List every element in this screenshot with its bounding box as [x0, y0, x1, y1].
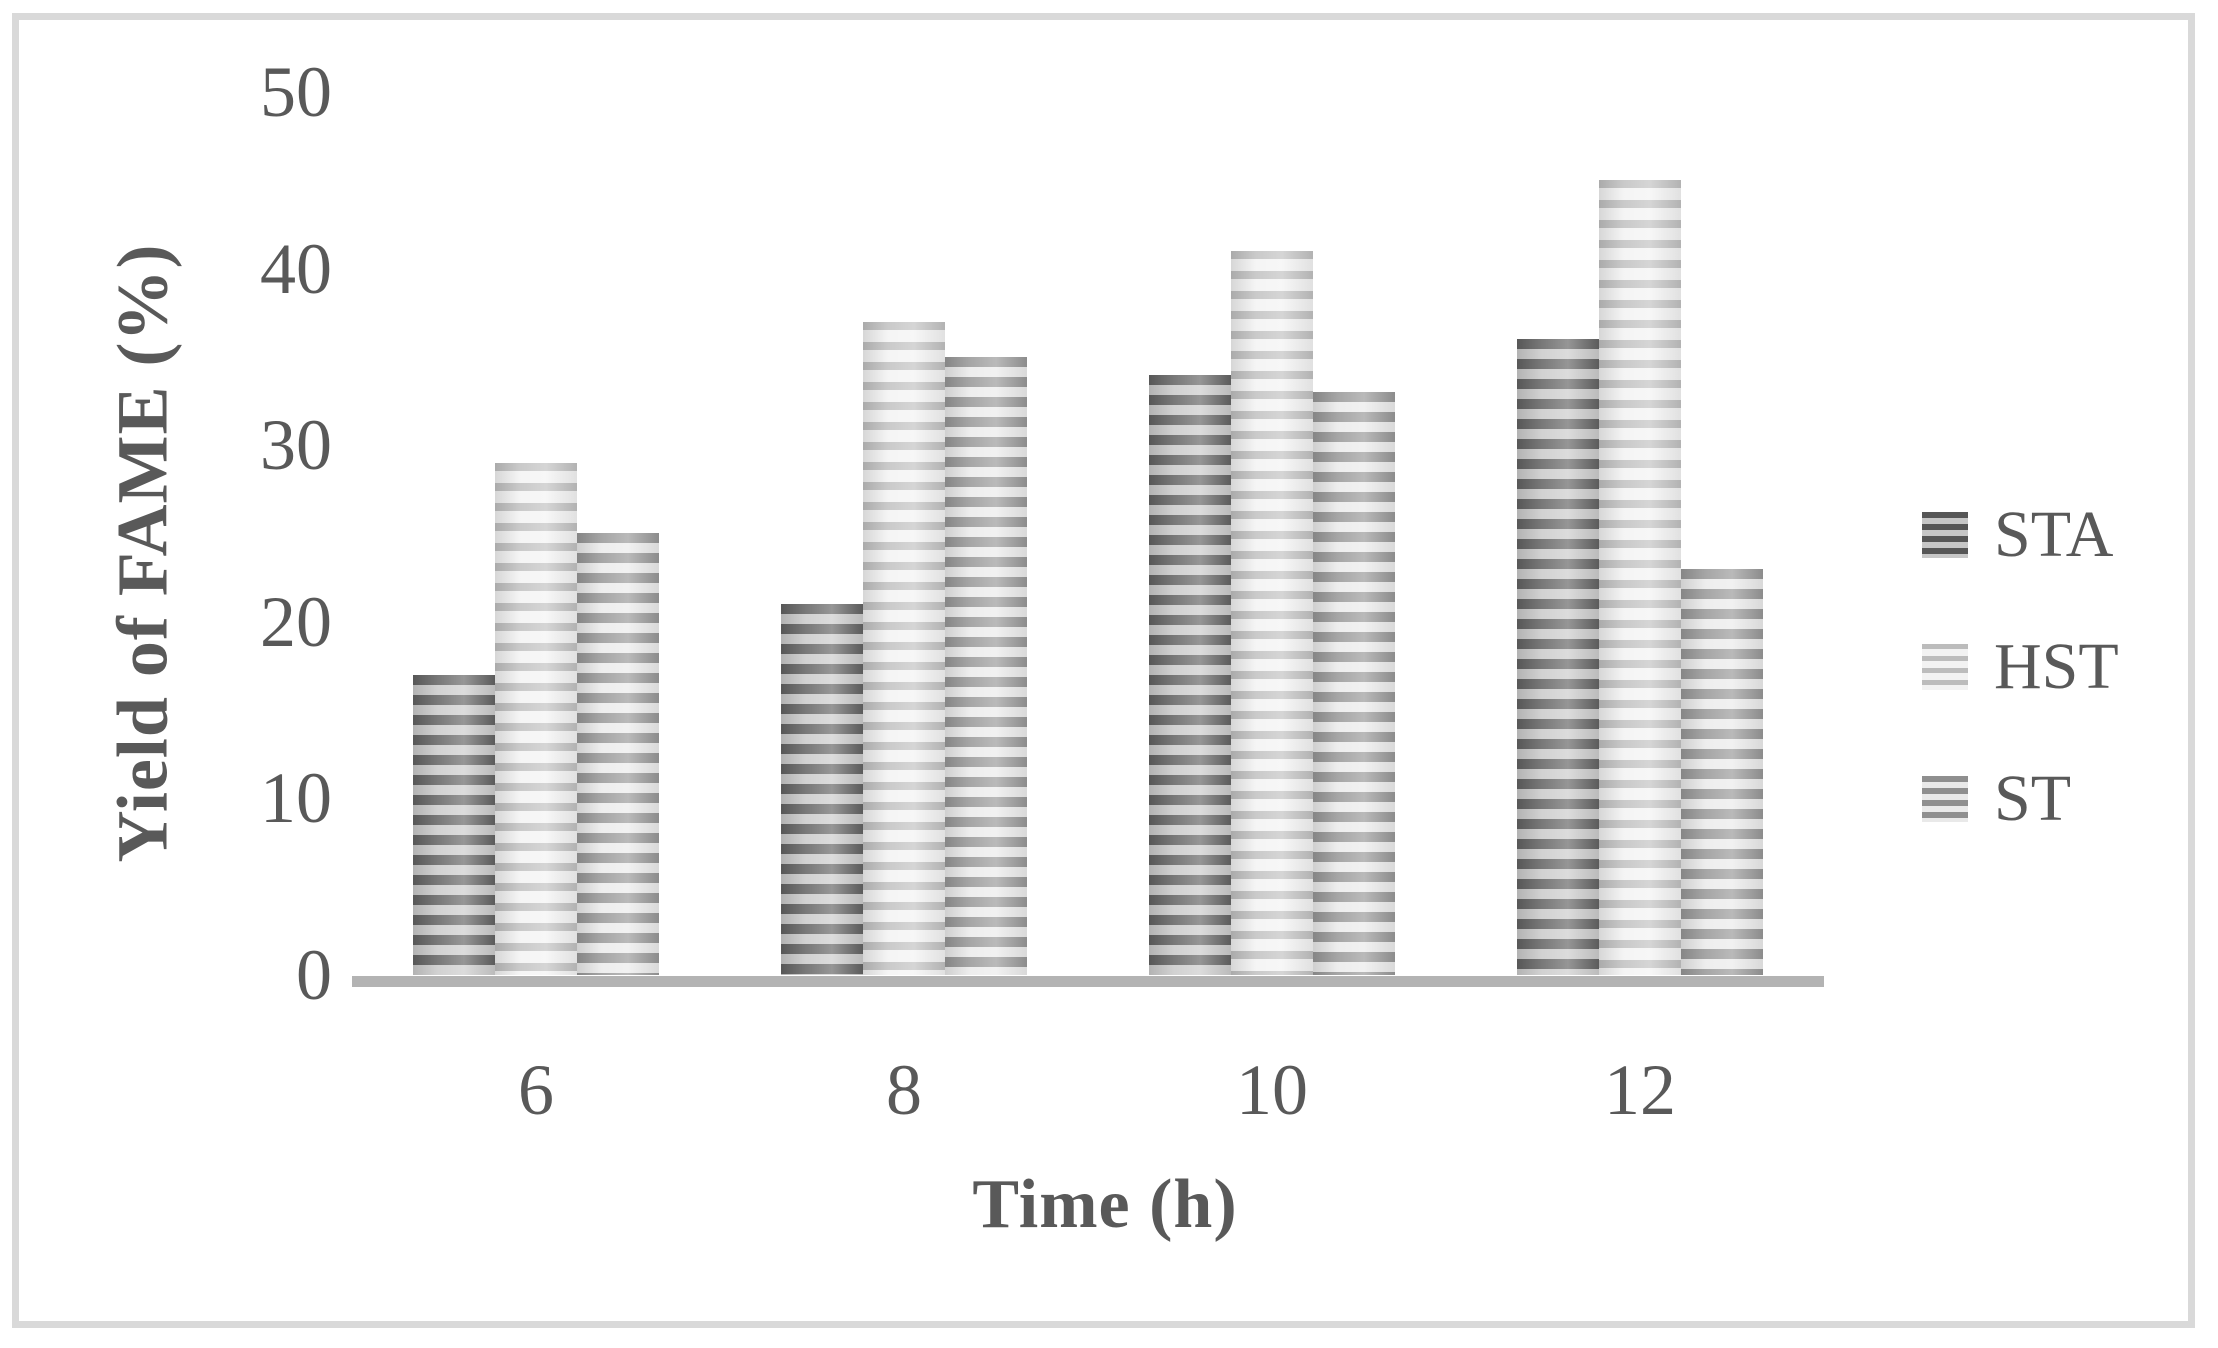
bar-STA-8h — [781, 604, 863, 975]
bar-STA-10h — [1149, 375, 1231, 975]
legend-item-ST: ST — [1922, 766, 2119, 832]
y-tick-40: 40 — [260, 229, 332, 309]
legend-swatch-STA — [1922, 512, 1968, 558]
x-tick-6: 6 — [518, 1050, 554, 1130]
y-tick-20: 20 — [260, 582, 332, 662]
legend-label: HST — [1994, 630, 2119, 703]
x-axis-tick-labels: 6 8 10 12 — [0, 1054, 2218, 1134]
legend-item-HST: HST — [1922, 634, 2119, 700]
y-tick-30: 30 — [260, 405, 332, 485]
y-axis-tick-labels: 0 10 20 30 40 50 — [140, 0, 332, 1120]
legend-label: STA — [1994, 498, 2114, 571]
x-axis-line — [352, 976, 1824, 987]
chart-frame — [12, 13, 2195, 1328]
bar-STA-12h — [1517, 339, 1599, 975]
legend-item-STA: STA — [1922, 502, 2119, 568]
bar-ST-10h — [1313, 392, 1395, 975]
x-tick-12: 12 — [1604, 1050, 1676, 1130]
bar-STA-6h — [413, 675, 495, 975]
x-tick-10: 10 — [1236, 1050, 1308, 1130]
bar-HST-12h — [1599, 180, 1681, 975]
x-axis-title: Time (h) — [972, 1166, 1238, 1243]
bar-ST-6h — [577, 533, 659, 975]
bar-HST-6h — [495, 463, 577, 975]
legend: STA HST ST — [1922, 502, 2119, 832]
y-tick-10: 10 — [260, 758, 332, 838]
legend-swatch-HST — [1922, 644, 1968, 690]
bar-HST-10h — [1231, 251, 1313, 975]
bar-ST-12h — [1681, 569, 1763, 975]
y-tick-0: 0 — [296, 935, 332, 1015]
legend-label: ST — [1994, 762, 2072, 835]
y-tick-50: 50 — [260, 52, 332, 132]
legend-swatch-ST — [1922, 776, 1968, 822]
x-tick-8: 8 — [886, 1050, 922, 1130]
bar-HST-8h — [863, 322, 945, 975]
bar-ST-8h — [945, 357, 1027, 975]
